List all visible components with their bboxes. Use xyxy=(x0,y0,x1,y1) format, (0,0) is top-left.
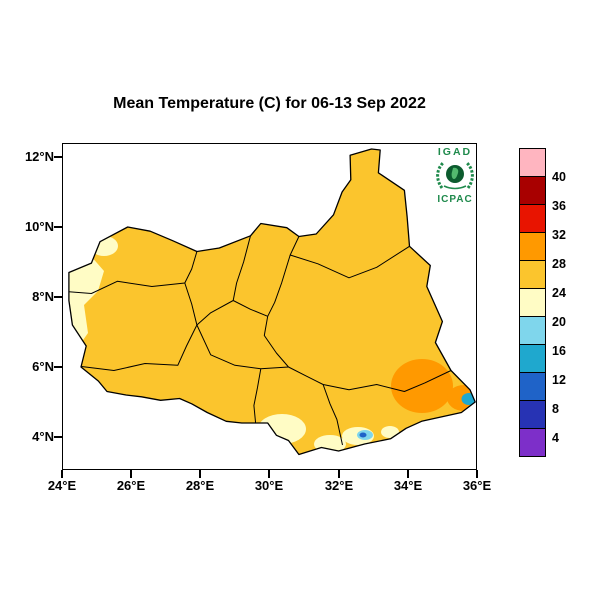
y-axis-tick xyxy=(54,366,62,368)
chart-title: Mean Temperature (C) for 06-13 Sep 2022 xyxy=(113,95,426,112)
colorbar-label: 20 xyxy=(552,315,566,329)
colorbar-label: 28 xyxy=(552,257,566,271)
colorbar-label: 16 xyxy=(552,344,566,358)
x-axis-label: 24°E xyxy=(47,478,77,493)
colorbar-label: 12 xyxy=(552,373,566,387)
plot-frame xyxy=(62,143,477,470)
colorbar-block xyxy=(519,372,546,401)
logo-text-icpac: ICPAC xyxy=(437,194,473,205)
colorbar-block xyxy=(519,148,546,177)
x-axis-label: 32°E xyxy=(324,478,354,493)
y-axis-tick xyxy=(54,296,62,298)
africa-icon xyxy=(451,167,459,179)
colorbar-label: 40 xyxy=(552,170,566,184)
y-axis-label: 4°N xyxy=(32,429,54,444)
x-axis-tick xyxy=(338,470,340,478)
y-axis-tick xyxy=(54,226,62,228)
colorbar-block xyxy=(519,260,546,289)
x-axis-label: 28°E xyxy=(185,478,215,493)
colorbar-label: 4 xyxy=(552,431,559,445)
state-boundaries xyxy=(68,235,452,446)
colorbar-block xyxy=(519,176,546,205)
colorbar xyxy=(519,148,546,457)
colorbar-label: 32 xyxy=(552,228,566,242)
x-axis-label: 34°E xyxy=(393,478,423,493)
colorbar-block xyxy=(519,288,546,317)
laurel-wreath-icon xyxy=(436,161,474,190)
colorbar-label: 36 xyxy=(552,199,566,213)
temp-patch-20-24-border-small xyxy=(381,426,399,438)
country-fill-24-28 xyxy=(68,149,476,455)
colorbar-block xyxy=(519,344,546,373)
x-axis-label: 36°E xyxy=(462,478,492,493)
y-axis-label: 10°N xyxy=(24,219,54,234)
colorbar-label: 8 xyxy=(552,402,559,416)
colorbar-label: 24 xyxy=(552,286,566,300)
x-axis-tick xyxy=(407,470,409,478)
country-outline xyxy=(68,148,476,456)
temp-patch-28-32-southeast xyxy=(391,359,453,413)
colorbar-block xyxy=(519,316,546,345)
x-axis-label: 26°E xyxy=(116,478,146,493)
x-axis-tick xyxy=(130,470,132,478)
colorbar-block xyxy=(519,400,546,429)
igad-icpac-logo: IGAD ICPAC xyxy=(426,146,484,205)
colorbar-block xyxy=(519,232,546,261)
x-axis-tick xyxy=(476,470,478,478)
temp-patch-8-12-south-dot xyxy=(359,432,367,438)
logo-text-igad: IGAD xyxy=(437,146,473,158)
y-axis-label: 6°N xyxy=(32,359,54,374)
y-axis-label: 8°N xyxy=(32,289,54,304)
colorbar-block xyxy=(519,428,546,457)
x-axis-tick xyxy=(268,470,270,478)
map-svg xyxy=(68,148,476,456)
x-axis-tick xyxy=(199,470,201,478)
y-axis-tick xyxy=(54,156,62,158)
colorbar-block xyxy=(519,204,546,233)
x-axis-label: 30°E xyxy=(254,478,284,493)
x-axis-tick xyxy=(61,470,63,478)
y-axis-label: 12°N xyxy=(24,149,54,164)
y-axis-tick xyxy=(54,436,62,438)
